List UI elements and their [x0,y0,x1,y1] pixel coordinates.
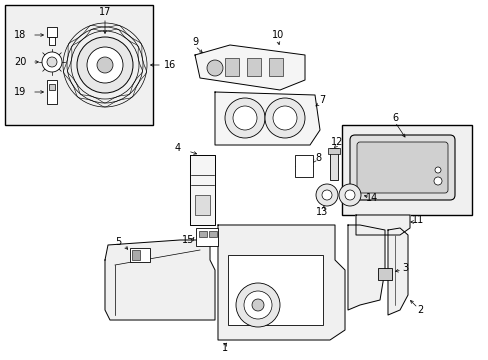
Bar [224,58,239,76]
Bar [196,228,218,246]
Circle shape [206,60,223,76]
Circle shape [47,57,57,67]
Polygon shape [190,155,215,225]
Bar [329,148,337,180]
Bar [327,148,339,154]
Bar [130,248,150,262]
Text: 15: 15 [182,235,194,245]
Bar [47,80,57,104]
FancyBboxPatch shape [356,142,447,193]
Circle shape [434,167,440,173]
Text: 4: 4 [175,143,181,153]
Text: 17: 17 [99,7,111,17]
Text: 6: 6 [391,113,397,123]
Polygon shape [347,225,384,310]
Bar [49,84,55,90]
Circle shape [77,37,133,93]
Circle shape [224,98,264,138]
Polygon shape [355,215,409,235]
Text: 3: 3 [401,263,407,273]
Bar [246,58,261,76]
Text: 12: 12 [330,137,343,147]
Circle shape [251,299,264,311]
Circle shape [338,184,360,206]
Circle shape [97,57,113,73]
Text: 7: 7 [318,95,325,105]
Bar [268,58,283,76]
Text: 10: 10 [271,30,284,40]
Circle shape [321,190,331,200]
Circle shape [232,106,257,130]
Bar [5,5,153,125]
Polygon shape [218,225,345,340]
Bar [227,255,323,325]
Text: 8: 8 [314,153,321,163]
Circle shape [264,98,305,138]
Bar [199,231,206,237]
Circle shape [345,190,354,200]
Circle shape [244,291,271,319]
Bar [208,231,217,237]
Polygon shape [215,92,319,145]
Circle shape [87,47,123,83]
Text: 11: 11 [411,215,423,225]
Bar [195,195,209,215]
Bar [294,155,312,177]
Text: 13: 13 [315,207,327,217]
Circle shape [272,106,296,130]
Circle shape [433,177,441,185]
Bar [377,268,391,280]
Text: 16: 16 [163,60,176,70]
Circle shape [42,52,62,72]
Circle shape [315,184,337,206]
Bar [341,125,471,215]
Bar [132,250,140,260]
Text: 2: 2 [416,305,422,315]
FancyBboxPatch shape [349,135,454,200]
Circle shape [236,283,280,327]
Bar [47,27,57,37]
Text: 5: 5 [115,237,121,247]
Polygon shape [387,228,407,315]
Text: 20: 20 [14,57,26,67]
Text: 1: 1 [222,343,227,353]
Text: 14: 14 [365,193,377,203]
Bar [49,37,55,45]
Polygon shape [195,45,305,90]
Polygon shape [105,240,215,320]
Text: 18: 18 [14,30,26,40]
Text: 19: 19 [14,87,26,97]
Text: 9: 9 [192,37,198,47]
